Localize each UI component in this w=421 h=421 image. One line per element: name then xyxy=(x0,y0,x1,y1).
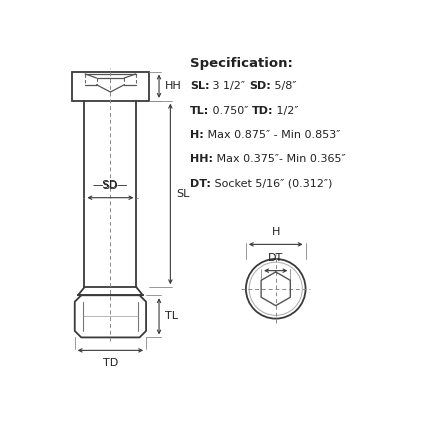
Text: H:: H: xyxy=(190,130,204,140)
Text: 1/2″: 1/2″ xyxy=(274,106,299,116)
Text: SL:: SL: xyxy=(190,81,209,91)
Text: TL: TL xyxy=(165,312,178,321)
Text: SD: SD xyxy=(103,181,118,191)
Text: 5/8″: 5/8″ xyxy=(271,81,296,91)
Text: SL: SL xyxy=(176,189,189,199)
Text: —SD—: —SD— xyxy=(93,180,128,189)
Text: 0.750″: 0.750″ xyxy=(209,106,252,116)
Text: TL:: TL: xyxy=(190,106,209,116)
Text: TD: TD xyxy=(103,357,118,368)
Polygon shape xyxy=(75,295,146,337)
Text: TD:: TD: xyxy=(252,106,274,116)
Text: DT:: DT: xyxy=(190,179,210,189)
Text: DT: DT xyxy=(268,253,283,264)
FancyBboxPatch shape xyxy=(72,72,149,101)
Text: 3 1/2″: 3 1/2″ xyxy=(209,81,249,91)
Text: Socket 5/16″ (0.312″): Socket 5/16″ (0.312″) xyxy=(210,179,332,189)
Text: Max 0.375″- Min 0.365″: Max 0.375″- Min 0.365″ xyxy=(213,154,346,164)
Text: Max 0.875″ - Min 0.853″: Max 0.875″ - Min 0.853″ xyxy=(204,130,340,140)
Text: Specification:: Specification: xyxy=(190,57,293,70)
Text: HH: HH xyxy=(165,81,181,91)
Text: SD:: SD: xyxy=(249,81,271,91)
Text: H: H xyxy=(272,227,280,237)
Text: HH:: HH: xyxy=(190,154,213,164)
